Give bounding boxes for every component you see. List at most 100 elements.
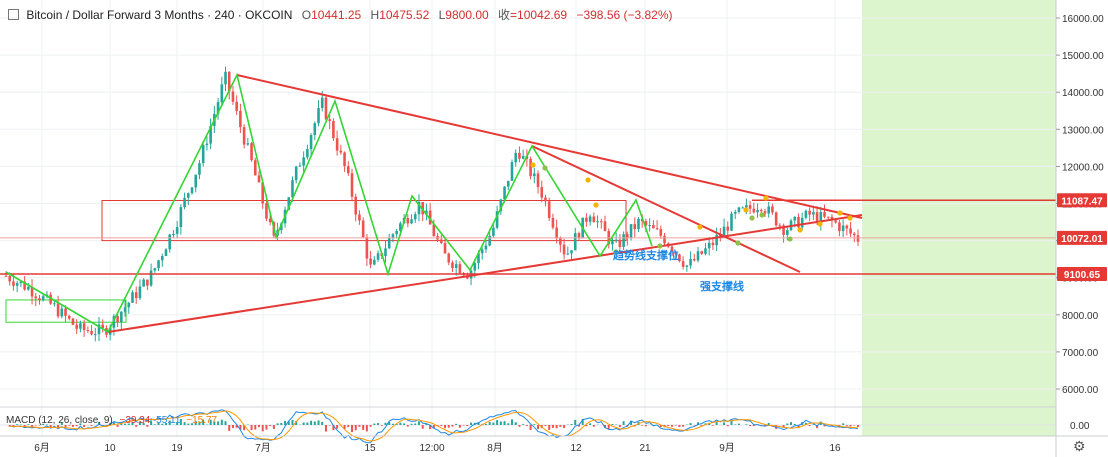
macd-value-1: −39.34 (119, 415, 151, 426)
y-tick-label: 8000.00 (1062, 311, 1099, 322)
macd-header: MACD (12, 26, close, 9) −39.34 55.11 −15… (6, 415, 217, 426)
candle-body (346, 166, 350, 174)
x-tick-label: 12:00 (419, 443, 444, 454)
candle-body (614, 239, 618, 242)
candle-body (655, 228, 659, 230)
macd-bar (551, 425, 554, 428)
macd-bar (287, 421, 290, 425)
change-value: −398.56 (−3.82%) (576, 8, 673, 22)
macd-bar (466, 425, 469, 426)
candle-body (134, 292, 138, 299)
candle-body (510, 162, 514, 181)
candle-body (800, 217, 804, 228)
candle-body (819, 212, 823, 223)
candle-body (711, 242, 715, 246)
y-tick-label: 15000.00 (1062, 51, 1104, 62)
candle-body (53, 303, 56, 305)
gear-icon[interactable]: ⚙ (1073, 438, 1086, 454)
signal-dot (585, 177, 591, 183)
macd-bar (269, 425, 272, 427)
macd-bar (209, 419, 212, 425)
candle-body (603, 221, 607, 232)
macd-bar (164, 423, 167, 425)
candle-body (823, 212, 826, 217)
macd-bar (857, 425, 859, 427)
candle-body (131, 292, 134, 303)
price-axis[interactable]: 6000.007000.008000.009000.0010000.001100… (1055, 0, 1108, 457)
macd-bar (518, 425, 521, 427)
candle-body (12, 281, 15, 286)
macd-bar (176, 422, 179, 425)
macd-bar (12, 425, 15, 427)
macd-bar (678, 425, 681, 428)
signal-dot (657, 243, 663, 249)
candle-body (75, 324, 78, 329)
candle-body (834, 220, 837, 223)
macd-bar (68, 425, 71, 426)
macd-bar (819, 421, 822, 425)
candle-body (205, 143, 209, 146)
open-value: 10441.25 (311, 8, 362, 22)
macd-bar (228, 425, 231, 431)
candle-body (733, 211, 737, 214)
candle-body (71, 318, 75, 325)
candle-body (443, 242, 447, 254)
macd-bar (8, 425, 11, 427)
candle-body (298, 165, 302, 167)
macd-bar (395, 423, 398, 425)
macd-bar (812, 424, 815, 425)
candle-body (652, 225, 655, 229)
macd-bar (391, 423, 394, 425)
y-tick-label: 14000.00 (1062, 88, 1104, 99)
trend-line (236, 74, 863, 219)
candle-body (704, 248, 707, 254)
candle-body (529, 158, 532, 177)
macd-bar (585, 425, 588, 427)
future-zone (862, 0, 1056, 436)
macd-bar (767, 422, 770, 425)
macd-bar (213, 421, 216, 425)
candle-body (622, 234, 625, 247)
candle-body (432, 224, 436, 237)
candle-body (198, 163, 201, 175)
macd-bar (429, 425, 432, 430)
collapse-checkbox[interactable] (8, 9, 19, 20)
candle-body (343, 152, 346, 167)
macd-bar (697, 422, 700, 425)
candle-body (793, 216, 797, 221)
candle-body (518, 152, 521, 159)
macd-bar (142, 422, 145, 425)
macd-bar (276, 423, 279, 425)
macd-bar (715, 421, 718, 425)
candle-body (536, 173, 540, 188)
candle-body (644, 221, 648, 226)
macd-bar (563, 425, 566, 428)
macd-bar (127, 423, 130, 425)
candle-body (588, 216, 592, 222)
macd-bar (700, 425, 703, 426)
annotation-text: 强支撑线 (700, 279, 744, 293)
macd-bar (782, 425, 785, 428)
candle-body (64, 308, 67, 316)
candle-body (395, 230, 398, 235)
macd-bar (425, 423, 428, 425)
macd-bar (358, 425, 361, 427)
macd-bar (261, 425, 264, 432)
macd-bar (138, 421, 141, 425)
high-value: 10475.52 (379, 8, 430, 22)
macd-bar (157, 422, 160, 425)
candle-body (804, 210, 808, 218)
macd-bar (168, 420, 171, 425)
candle-body (239, 110, 242, 128)
macd-bar (231, 425, 234, 429)
candle-body (365, 237, 369, 259)
candle-body (544, 197, 547, 202)
candle-body (172, 233, 175, 235)
open-label: O (301, 8, 312, 22)
macd-bar (559, 425, 562, 427)
signal-dot (743, 207, 749, 213)
time-axis[interactable]: 6月 10 19 7月 15 12:00 8月 12 21 9月 16 (0, 435, 1108, 454)
macd-bar (496, 420, 499, 425)
